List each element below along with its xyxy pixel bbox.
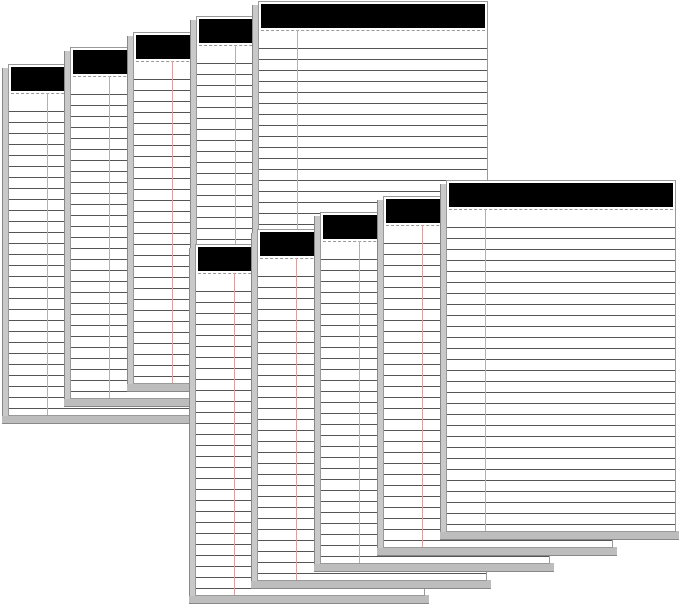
- pad-bottom-edge: [251, 580, 491, 589]
- pad-side-edge: [251, 233, 258, 581]
- pad-header-band: [449, 183, 673, 207]
- margin-line: [47, 93, 48, 415]
- pad-header-band: [261, 4, 485, 28]
- pad-side-edge: [189, 248, 196, 596]
- margin-line: [422, 225, 423, 547]
- margin-line: [485, 209, 486, 531]
- margin-line: [235, 45, 236, 367]
- perforation-line: [449, 209, 673, 210]
- pad-side-edge: [440, 184, 447, 532]
- pad-bottom-edge: [189, 595, 429, 604]
- pad-side-edge: [377, 200, 384, 548]
- pad-bottom-edge: [64, 398, 304, 407]
- pad-side-edge: [314, 216, 321, 564]
- margin-line: [297, 30, 298, 352]
- perforation-line: [261, 30, 485, 31]
- pad-side-edge: [127, 36, 134, 384]
- margin-line: [172, 61, 173, 383]
- pad-bottom-edge: [2, 415, 242, 424]
- pad-sheet: [446, 180, 676, 532]
- legal-pad: [440, 180, 679, 540]
- margin-line: [234, 273, 235, 595]
- pad-bottom-edge: [440, 531, 679, 540]
- margin-line: [359, 241, 360, 563]
- pad-side-edge: [2, 68, 9, 416]
- pad-bottom-edge: [314, 563, 554, 572]
- pad-side-edge: [64, 51, 71, 399]
- pad-side-edge: [190, 20, 197, 368]
- margin-line: [109, 76, 110, 398]
- pad-side-edge: [252, 5, 259, 353]
- pad-bottom-edge: [377, 547, 617, 556]
- margin-line: [296, 258, 297, 580]
